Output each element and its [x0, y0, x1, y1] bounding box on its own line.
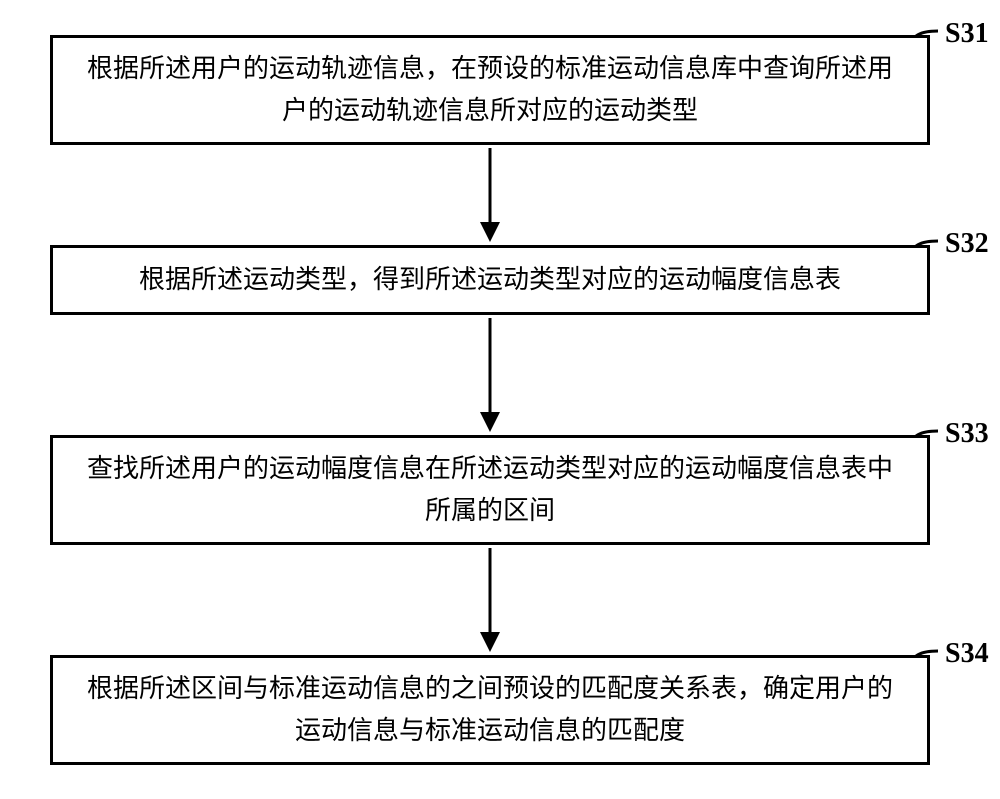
step-text-s32: 根据所述运动类型，得到所述运动类型对应的运动幅度信息表	[139, 259, 841, 301]
step-label-s31: S31	[945, 18, 989, 50]
step-box-s34: 根据所述区间与标准运动信息的之间预设的匹配度关系表，确定用户的运动信息与标准运动…	[50, 655, 930, 765]
step-label-s33: S33	[945, 418, 989, 450]
step-box-s32: 根据所述运动类型，得到所述运动类型对应的运动幅度信息表	[50, 245, 930, 315]
label-text-s34: S34	[945, 638, 989, 669]
step-box-s31: 根据所述用户的运动轨迹信息，在预设的标准运动信息库中查询所述用户的运动轨迹信息所…	[50, 35, 930, 145]
arrow-1	[475, 148, 505, 247]
step-text-s34: 根据所述区间与标准运动信息的之间预设的匹配度关系表，确定用户的运动信息与标准运动…	[83, 668, 897, 751]
step-text-s31: 根据所述用户的运动轨迹信息，在预设的标准运动信息库中查询所述用户的运动轨迹信息所…	[83, 48, 897, 131]
label-text-s31: S31	[945, 18, 989, 49]
step-label-s34: S34	[945, 638, 989, 670]
label-text-s33: S33	[945, 418, 989, 449]
arrow-3	[475, 548, 505, 657]
label-text-s32: S32	[945, 228, 989, 259]
step-text-s33: 查找所述用户的运动幅度信息在所述运动类型对应的运动幅度信息表中所属的区间	[83, 448, 897, 531]
arrow-2	[475, 318, 505, 437]
step-box-s33: 查找所述用户的运动幅度信息在所述运动类型对应的运动幅度信息表中所属的区间	[50, 435, 930, 545]
step-label-s32: S32	[945, 228, 989, 260]
flowchart-container: S31 根据所述用户的运动轨迹信息，在预设的标准运动信息库中查询所述用户的运动轨…	[0, 0, 1000, 799]
